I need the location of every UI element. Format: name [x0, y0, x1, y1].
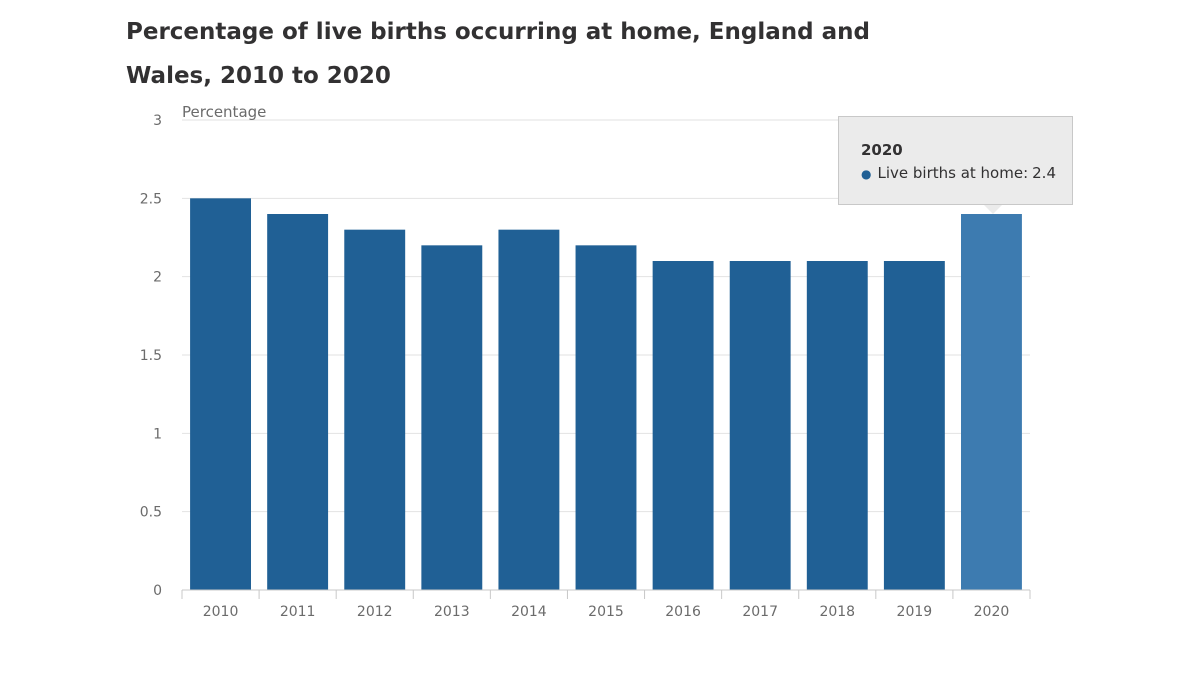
y-tick-label: 1	[153, 426, 162, 442]
chart-title: Percentage of live births occurring at h…	[126, 19, 870, 89]
bar-2016[interactable]	[652, 261, 714, 590]
tooltip-title: 2020	[861, 141, 903, 159]
bar-2020[interactable]	[961, 214, 1022, 590]
bar-2018[interactable]	[806, 261, 868, 590]
y-axis-label: Percentage	[182, 103, 266, 121]
bar-2012[interactable]	[344, 229, 406, 590]
tooltip-value: 2.4	[1032, 164, 1056, 182]
x-tick-label: 2015	[588, 604, 624, 620]
tooltip-series-label: Live births at home:	[877, 164, 1029, 182]
x-tick-label: 2020	[974, 604, 1010, 620]
tooltip-arrow	[984, 205, 1002, 214]
series-dot-icon: ●	[861, 167, 872, 181]
x-tick-label: 2017	[742, 604, 778, 620]
bar-2011[interactable]	[267, 214, 329, 590]
x-tick-label: 2013	[434, 604, 470, 620]
y-tick-label: 1.5	[140, 348, 162, 364]
x-tick-label: 2010	[203, 604, 239, 620]
bar-2010[interactable]	[190, 198, 251, 591]
bar-2015[interactable]	[575, 245, 637, 591]
bars	[190, 198, 1022, 591]
y-tick-label: 0.5	[140, 505, 162, 521]
x-tick-label: 2018	[819, 604, 855, 620]
x-tick-label: 2019	[897, 604, 933, 620]
bar-2017[interactable]	[729, 261, 791, 590]
x-tick-label: 2012	[357, 604, 393, 620]
y-tick-label: 2.5	[140, 191, 162, 207]
bar-2013[interactable]	[421, 245, 483, 591]
bar-2014[interactable]	[498, 229, 560, 590]
y-tick-label: 2	[153, 270, 162, 286]
bar-2019[interactable]	[883, 261, 945, 590]
tooltip-line: ● Live births at home: 2.4	[861, 164, 1056, 182]
x-tick-label: 2011	[280, 604, 316, 620]
tooltip: 2020 ● Live births at home: 2.4	[838, 116, 1073, 205]
y-tick-label: 3	[153, 113, 162, 129]
axes: 0 0.5 1 1.5 2 2.5 3 2010 2011 2012 2013 2014 2015 201…	[140, 113, 1031, 620]
x-tick-label: 2014	[511, 604, 547, 620]
x-tick-label: 2016	[665, 604, 701, 620]
y-tick-label: 0	[153, 583, 162, 599]
